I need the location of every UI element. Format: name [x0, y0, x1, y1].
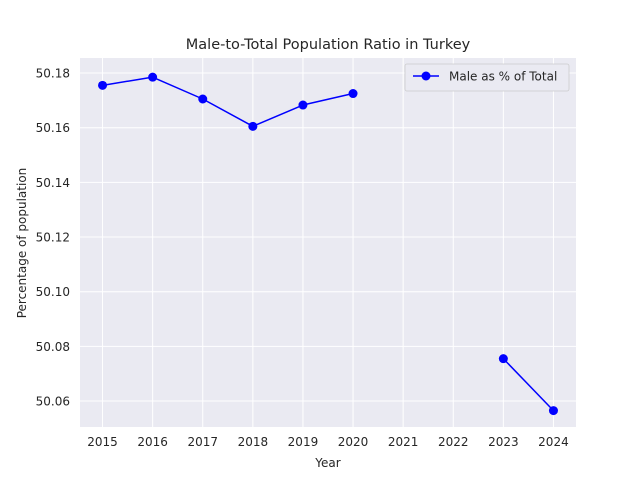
x-tick-label: 2019: [288, 435, 319, 449]
legend: Male as % of Total: [404, 63, 570, 92]
y-tick-label: 50.10: [36, 285, 70, 299]
legend-box: [404, 63, 570, 92]
y-axis-label: Percentage of population: [15, 168, 29, 319]
x-tick-label: 2016: [137, 435, 168, 449]
series-line: [502, 358, 554, 412]
x-tick-label: 2021: [388, 435, 419, 449]
series-layer: [98, 72, 558, 416]
y-tick-label: 50.08: [36, 340, 70, 354]
x-tick-label: 2017: [187, 435, 218, 449]
data-point: [348, 89, 358, 99]
data-point: [198, 94, 208, 104]
data-point: [148, 72, 158, 82]
legend-label: Male as % of Total: [449, 70, 557, 84]
legend-marker: [421, 71, 431, 81]
y-tick-label: 50.06: [36, 395, 70, 409]
y-tick-label: 50.12: [36, 231, 70, 245]
data-point: [498, 354, 508, 364]
x-tick-label: 2023: [488, 435, 519, 449]
x-tick-label: 2020: [338, 435, 369, 449]
series-line: [102, 76, 354, 128]
x-tick-label: 2022: [438, 435, 469, 449]
data-point: [298, 100, 308, 110]
x-tick-label: 2018: [238, 435, 269, 449]
y-tick-label: 50.14: [36, 176, 70, 190]
grid-lines: [80, 58, 576, 427]
chart-title: Male-to-Total Population Ratio in Turkey: [186, 37, 471, 53]
y-axis-ticks: 50.06 50.08 50.10 50.12 50.14 50.16 50.18: [36, 67, 70, 409]
y-tick-label: 50.16: [36, 121, 70, 135]
data-point: [248, 121, 258, 131]
x-tick-label: 2015: [87, 435, 118, 449]
plot-area: [80, 58, 576, 427]
data-point: [98, 80, 108, 90]
data-point: [548, 406, 558, 416]
y-tick-label: 50.18: [36, 67, 70, 81]
x-axis-ticks: 2015 2016 2017 2018 2019 2020 2021 2022 2023 2024: [87, 435, 568, 449]
x-axis-label: Year: [314, 456, 340, 470]
x-tick-label: 2024: [538, 435, 569, 449]
